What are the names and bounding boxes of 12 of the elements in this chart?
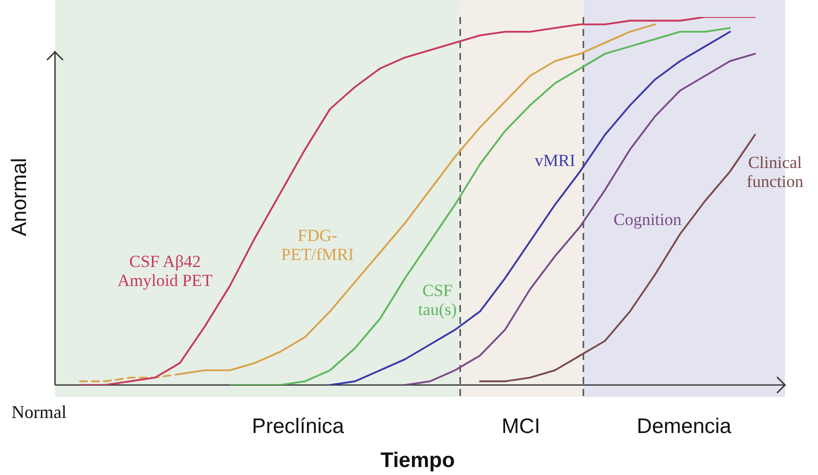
- text: MCI: [502, 415, 540, 439]
- text: Preclínica: [252, 415, 344, 439]
- text: Demencia: [636, 415, 732, 439]
- text: Normal: [12, 402, 67, 422]
- series-label: CSF Aβ42 Amyloid PET: [116, 252, 214, 290]
- series-label: Cognition: [612, 210, 682, 229]
- series-label: Clinical function: [746, 152, 804, 191]
- series-label: vMRI: [534, 151, 576, 170]
- x-axis-title: Tiempo: [380, 449, 455, 473]
- y-axis-title: Anormal: [8, 158, 32, 236]
- series-label: CSF tau(s): [417, 281, 458, 320]
- series-label: FDG- PET/fMRI: [280, 226, 355, 264]
